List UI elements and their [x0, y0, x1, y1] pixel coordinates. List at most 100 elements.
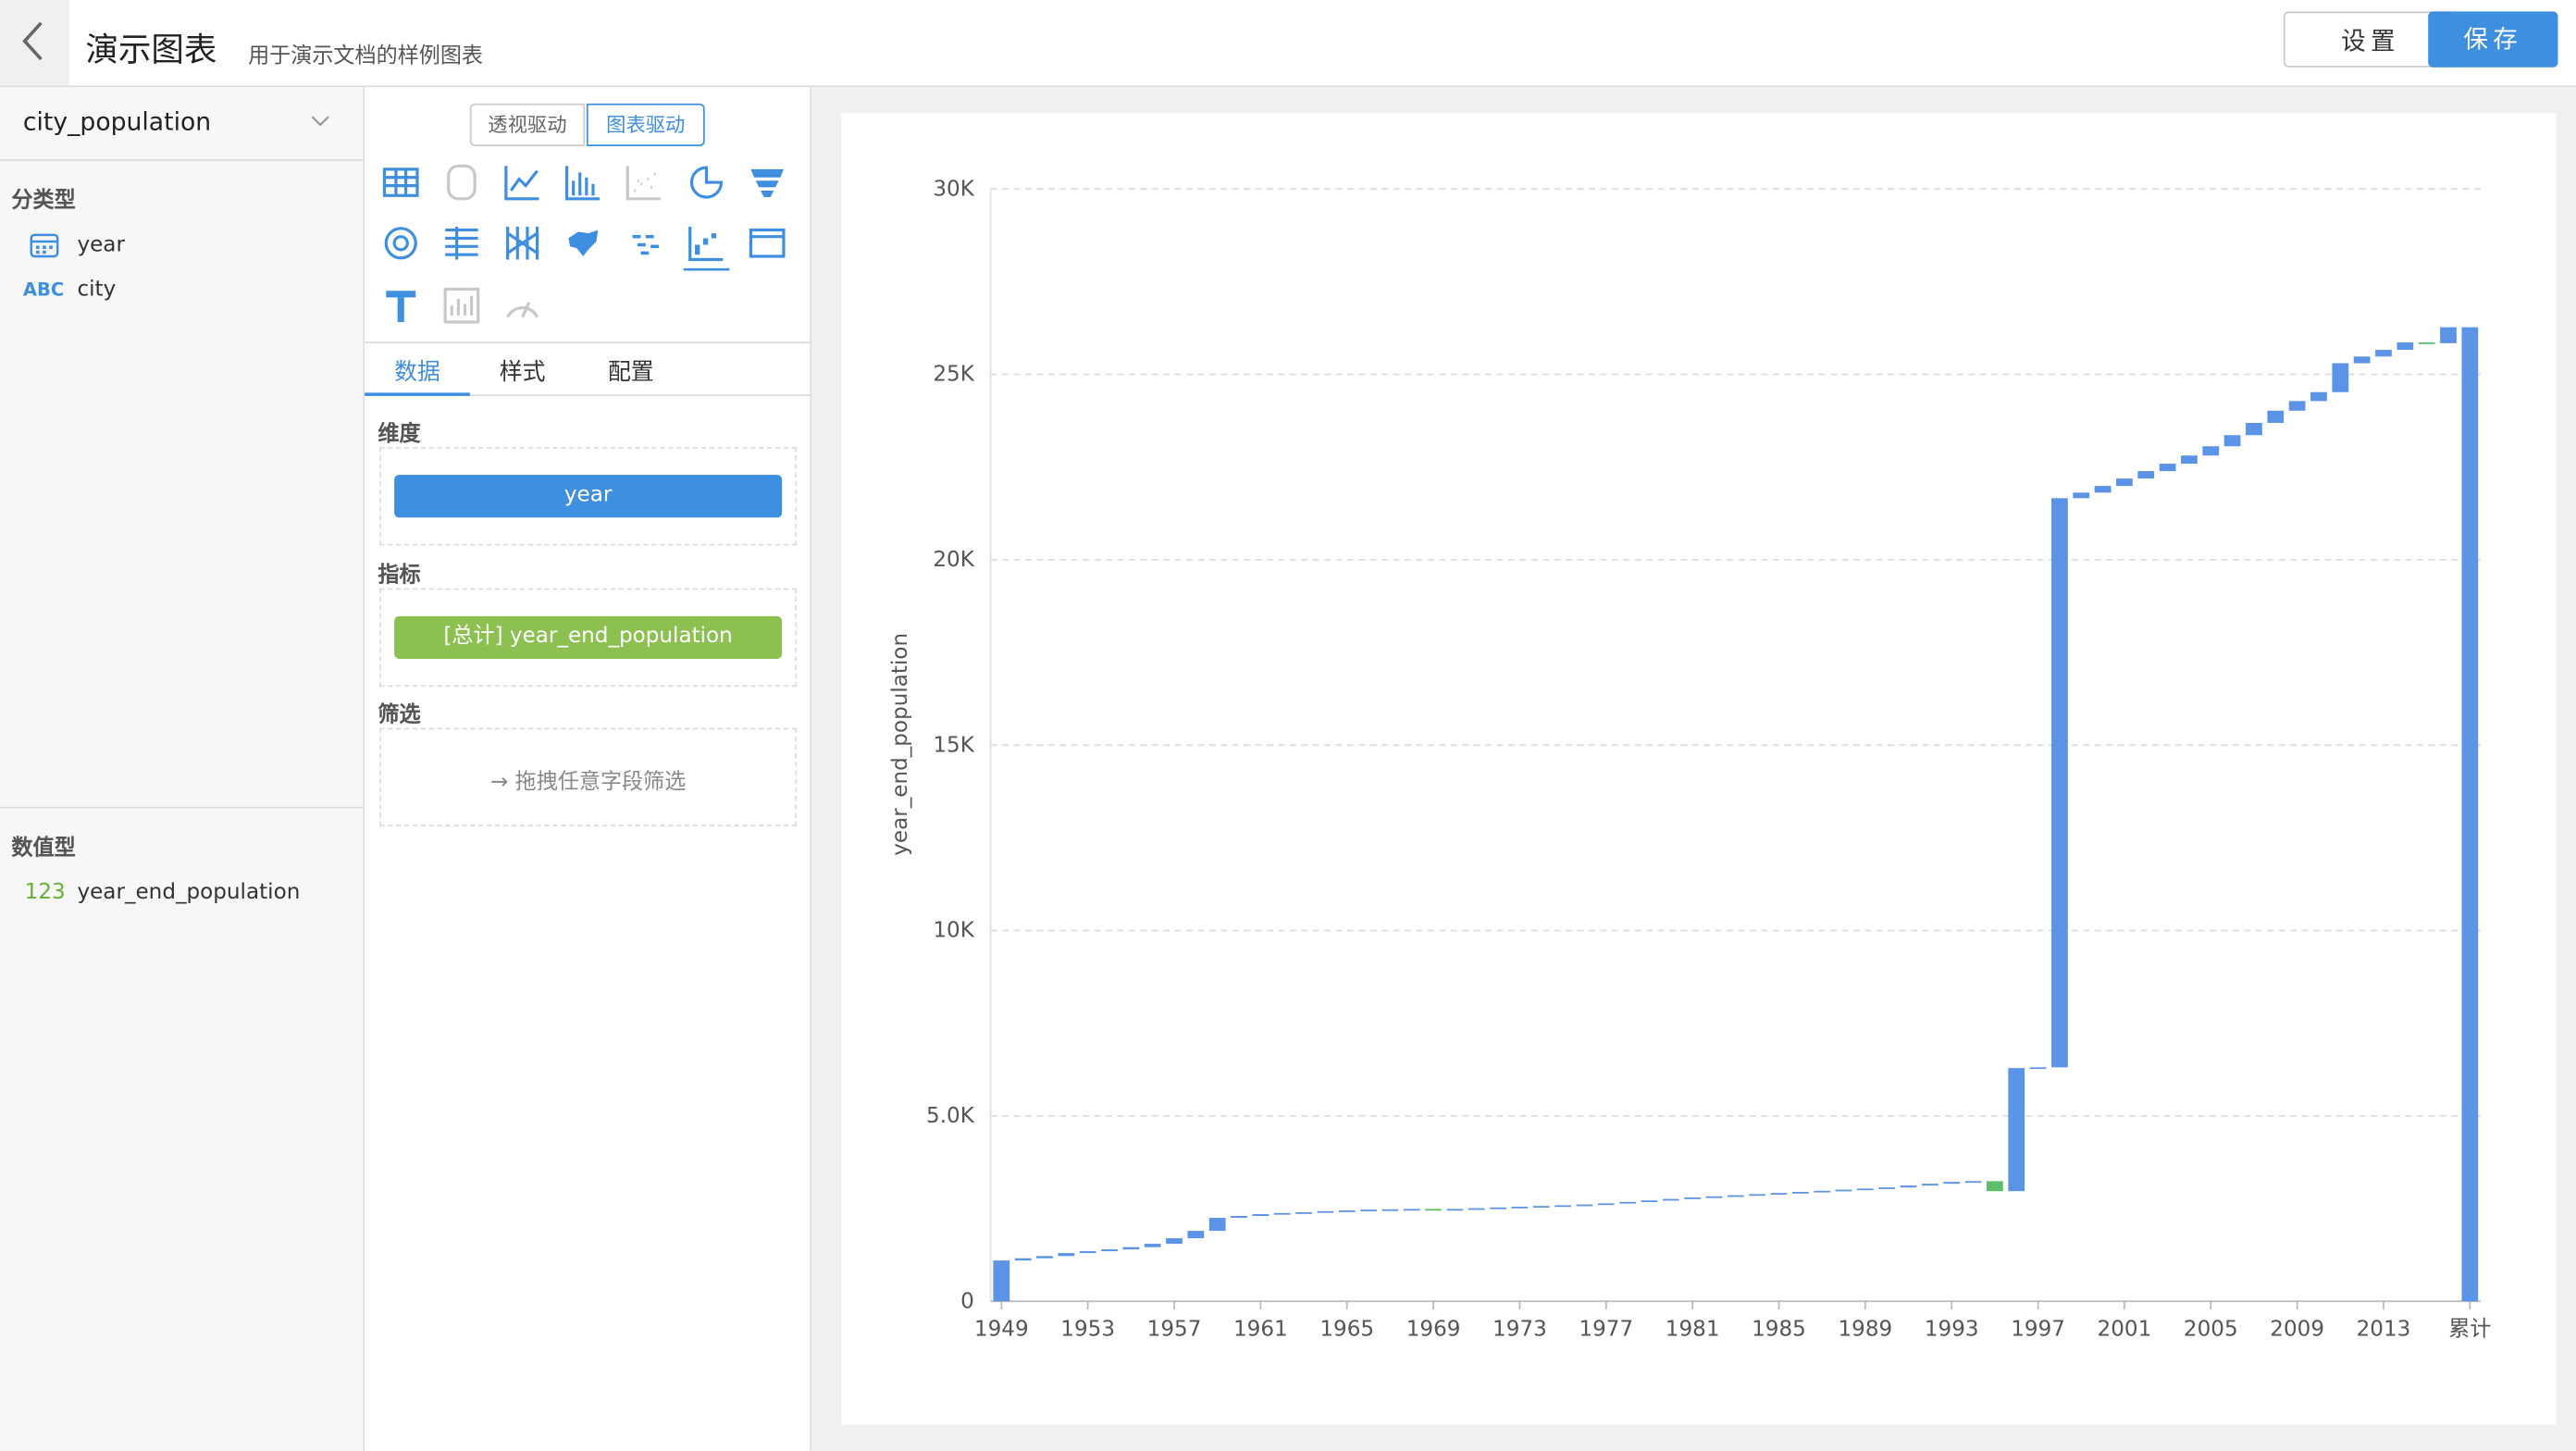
chart-type-icon[interactable] [506, 227, 539, 260]
y-tick-label: 30K [933, 177, 974, 201]
filter-drop[interactable]: → 拖拽任意字段筛选 [379, 727, 798, 827]
chart-type-icon[interactable] [443, 287, 480, 324]
chart-type-icon[interactable] [568, 229, 599, 256]
filter-hint: → 拖拽任意字段筛选 [489, 770, 687, 796]
bar [2267, 410, 2285, 424]
bar [1079, 1251, 1096, 1254]
bar [1252, 1214, 1269, 1217]
icon-shape [450, 295, 474, 316]
bar [1058, 1253, 1075, 1257]
dimension-drop: year [379, 446, 798, 546]
bar [1878, 1187, 1896, 1189]
bar [1921, 1184, 1938, 1186]
x-tick-label: 1949 [974, 1317, 1029, 1341]
bar [2375, 350, 2392, 357]
icon-shape [382, 167, 419, 197]
bar [2440, 327, 2457, 343]
tab[interactable]: 配置 [607, 359, 654, 387]
divider [365, 394, 811, 396]
icon-shape [506, 227, 539, 260]
field-name: year [77, 233, 125, 258]
x-tick-label: 2005 [2184, 1317, 2238, 1341]
bar [2073, 492, 2090, 499]
x-tick-label: 1989 [1838, 1317, 1892, 1341]
dataset-selector[interactable]: city_population [0, 87, 364, 161]
bar [2223, 435, 2241, 447]
bar [2094, 486, 2112, 493]
x-tick-label: 1981 [1666, 1317, 1720, 1341]
field-type-icon: ABC [22, 279, 65, 301]
bar [2051, 498, 2068, 1068]
mode-tab[interactable]: 图表驱动 [586, 103, 705, 147]
dimension-pill[interactable]: year [394, 475, 783, 518]
x-tick-label: 2001 [2098, 1317, 2152, 1341]
bar [1101, 1249, 1118, 1252]
bar [2202, 446, 2220, 456]
icon-shape [689, 166, 724, 199]
save-button[interactable]: 保存 [2428, 11, 2558, 68]
y-tick-label: 10K [933, 919, 974, 943]
chart-type-grid [382, 164, 786, 324]
chart-type-icon[interactable] [625, 166, 661, 201]
icon-shape [750, 168, 784, 198]
bar [1036, 1256, 1053, 1259]
bar [1511, 1207, 1529, 1209]
bar [2159, 464, 2176, 472]
metric-pill[interactable]: [总计] year_end_population [394, 615, 783, 659]
bar [1360, 1209, 1377, 1212]
tab-active[interactable]: 数据 [394, 359, 440, 387]
pill-text: year [564, 482, 613, 508]
bar [1166, 1238, 1183, 1245]
bar [2332, 363, 2349, 392]
bar [2396, 342, 2414, 351]
chart-type-icon[interactable] [386, 291, 416, 322]
icon-shape [386, 291, 416, 322]
numeric-group: 数值型 [11, 836, 76, 862]
bar [1187, 1231, 1205, 1239]
category-group: 分类型 [11, 189, 76, 214]
field-item[interactable]: 123 year_end_population [0, 875, 363, 912]
bar [1490, 1207, 1506, 1209]
bar [1532, 1206, 1550, 1209]
bar [1317, 1210, 1334, 1213]
bar [1554, 1205, 1571, 1208]
chart-type-icon[interactable] [382, 167, 419, 197]
bar [2310, 391, 2327, 402]
chart-type-icon[interactable] [447, 164, 477, 201]
bar [1338, 1210, 1356, 1212]
divider [0, 806, 364, 809]
dataset-name: city_population [22, 106, 212, 137]
chart-type-icon[interactable] [750, 168, 784, 198]
chart-type-icon[interactable] [506, 302, 539, 318]
icon-shape [384, 168, 417, 196]
icon-shape [645, 234, 654, 239]
chart-type-icon[interactable] [632, 234, 659, 255]
bar [1727, 1195, 1744, 1197]
x-tick-label: 1961 [1233, 1317, 1288, 1341]
y-tick-label: 15K [933, 733, 974, 757]
chart-type-icon[interactable] [564, 166, 601, 201]
chart-type-icon[interactable] [384, 227, 417, 260]
x-tick-label: 1957 [1147, 1317, 1202, 1341]
bar [1122, 1246, 1140, 1250]
bar [1273, 1212, 1291, 1215]
x-tick-label: 1973 [1492, 1317, 1547, 1341]
chart-type-icon[interactable] [749, 228, 786, 258]
chart-type-icon[interactable] [504, 166, 539, 201]
bar [2137, 471, 2155, 479]
field-item[interactable]: year [0, 229, 363, 265]
x-tick-label: 1965 [1319, 1317, 1374, 1341]
chart-type-icon[interactable] [445, 227, 478, 260]
settings-button[interactable]: 设置 [2283, 11, 2458, 68]
bar [1381, 1209, 1399, 1211]
chart-type-icon[interactable] [689, 166, 724, 199]
date-icon [30, 233, 59, 258]
tab[interactable]: 样式 [499, 359, 546, 387]
chart-type-icon[interactable] [683, 227, 730, 271]
field-item[interactable]: ABC city [0, 273, 363, 309]
y-tick-label: 25K [933, 363, 974, 387]
back-button[interactable] [0, 0, 69, 86]
bar [1468, 1208, 1485, 1210]
mode-tab[interactable]: 透视驱动 [469, 103, 586, 147]
